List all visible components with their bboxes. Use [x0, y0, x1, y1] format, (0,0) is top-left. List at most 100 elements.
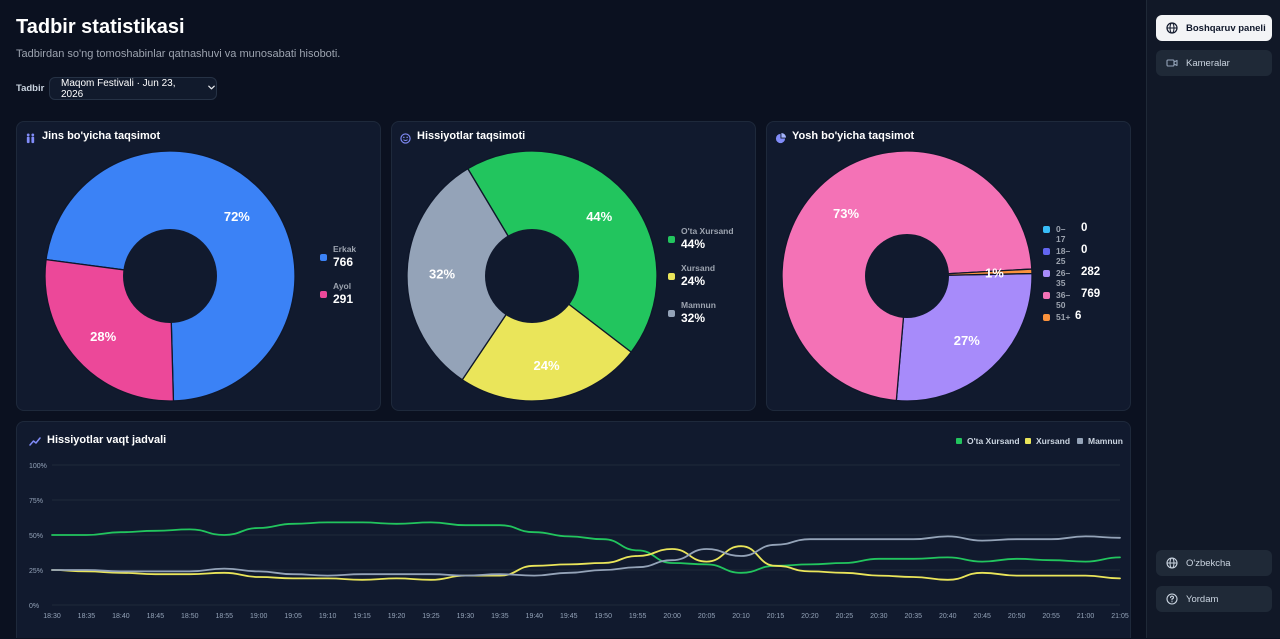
main-content: Tadbir statistikasi Tadbirdan so'ng tomo… [16, 16, 1131, 638]
timeline-card-title: Hissiyotlar vaqt jadvali [47, 434, 167, 446]
x-tick-label: 19:45 [560, 613, 578, 620]
age-card-title: Yosh bo'yicha taqsimot [792, 130, 915, 142]
x-tick-label: 20:05 [698, 613, 716, 620]
legend-swatch [668, 310, 675, 317]
gender-card: Jins bo'yicha taqsimot 72% 28% Erkak 766 Ay… [16, 121, 381, 411]
event-select-value: Maqom Festivali · Jun 23, 2026 [61, 77, 176, 100]
pie-percent-label: 44% [586, 209, 612, 224]
legend-swatch [956, 438, 962, 444]
people-icon [25, 131, 36, 144]
legend-value: 32% [681, 311, 706, 325]
gender-card-title: Jins bo'yicha taqsimot [42, 130, 161, 142]
legend-value: 291 [333, 292, 354, 306]
x-tick-label: 20:10 [732, 613, 750, 620]
help-button[interactable]: Yordam [1156, 586, 1272, 612]
x-tick-label: 20:40 [939, 613, 957, 620]
event-filter-label: Tadbir [16, 83, 45, 94]
series-line-o-ta-xursand [51, 521, 1121, 574]
y-tick-label: 25% [29, 568, 43, 575]
timeline-card: Hissiyotlar vaqt jadvali O'ta Xursand Xur… [16, 421, 1131, 638]
x-tick-label: 18:55 [215, 613, 233, 620]
legend-swatch [668, 273, 675, 280]
legend-swatch [1025, 438, 1031, 444]
pie-percent-label: 28% [90, 329, 116, 344]
help-circle-icon [1166, 593, 1178, 605]
line-legend-item: Mamnun [1077, 436, 1123, 446]
legend-label: 36–50 [1056, 290, 1071, 310]
pie-slice-mamnun [406, 168, 533, 381]
age-pie-chart: 27% 73% 1% [781, 150, 1033, 402]
page-subtitle: Tadbirdan so'ng tomoshabinlar qatnashuvi… [16, 48, 341, 60]
legend-swatch [1043, 270, 1050, 277]
x-tick-label: 19:25 [422, 613, 440, 620]
x-tick-label: 18:40 [112, 613, 130, 620]
x-tick-label: 20:25 [836, 613, 854, 620]
sidebar-item-cameras[interactable]: Kameralar [1156, 50, 1272, 76]
donut-hole [485, 229, 579, 323]
x-tick-label: 19:20 [388, 613, 406, 620]
globe-icon [1166, 22, 1178, 34]
legend-swatch [1043, 314, 1050, 321]
video-camera-icon [1166, 57, 1178, 69]
series-line-xursand [51, 545, 1121, 581]
x-tick-label: 20:30 [870, 613, 888, 620]
sidebar-item-dashboard[interactable]: Boshqaruv paneli [1156, 15, 1272, 41]
legend-swatch [1077, 438, 1083, 444]
y-tick-label: 50% [29, 533, 43, 540]
legend-label: O'ta Xursand [967, 436, 1020, 446]
pie-percent-label: 27% [954, 333, 980, 348]
x-tick-label: 19:00 [250, 613, 268, 620]
legend-label: Mamnun [1088, 436, 1123, 446]
x-tick-label: 19:50 [594, 613, 612, 620]
pie-percent-label: 24% [534, 358, 560, 373]
y-tick-label: 0% [29, 603, 39, 610]
x-tick-label: 18:50 [181, 613, 199, 620]
x-tick-label: 19:35 [491, 613, 509, 620]
line-legend-item: O'ta Xursand [956, 436, 1020, 446]
x-tick-label: 21:05 [1111, 613, 1129, 620]
legend-value: 766 [333, 255, 354, 269]
x-tick-label: 19:55 [629, 613, 647, 620]
globe-icon [1166, 557, 1178, 569]
x-tick-label: 18:45 [147, 613, 165, 620]
emotion-card-title: Hissiyotlar taqsimoti [417, 130, 526, 142]
emotion-pie-chart: 44% 24% 32% [406, 150, 658, 402]
y-tick-label: 75% [29, 498, 43, 505]
legend-label: Xursand [1036, 436, 1071, 446]
pie-percent-label: 1% [985, 266, 1004, 281]
x-tick-label: 19:40 [526, 613, 544, 620]
legend-label: 18–25 [1056, 246, 1071, 266]
legend-label: O'ta Xursand [681, 226, 734, 236]
donut-hole [123, 229, 217, 323]
series-line-mamnun [51, 535, 1121, 577]
legend-value: 0 [1081, 222, 1088, 234]
event-select[interactable]: Maqom Festivali · Jun 23, 2026 [49, 77, 217, 100]
legend-swatch [1043, 248, 1050, 255]
legend-value: 282 [1081, 266, 1101, 278]
x-tick-label: 20:15 [767, 613, 785, 620]
legend-swatch [668, 236, 675, 243]
smile-icon [400, 131, 411, 144]
legend-swatch [1043, 292, 1050, 299]
x-tick-label: 20:20 [801, 613, 819, 620]
age-card: Yosh bo'yicha taqsimot 27% 73% 1% 0–17 0 18–… [766, 121, 1131, 411]
pie-slice-xursand [461, 275, 632, 402]
y-tick-label: 100% [29, 463, 47, 470]
legend-value: 24% [681, 274, 706, 288]
legend-swatch [320, 254, 327, 261]
x-tick-label: 20:35 [905, 613, 923, 620]
donut-hole [865, 234, 949, 318]
x-tick-label: 19:15 [353, 613, 371, 620]
legend-value: 44% [681, 237, 706, 251]
chevron-down-icon [207, 83, 216, 95]
x-tick-label: 20:00 [663, 613, 681, 620]
x-tick-label: 19:05 [284, 613, 302, 620]
language-button[interactable]: O'zbekcha [1156, 550, 1272, 576]
gender-pie-chart: 72% 28% [44, 150, 296, 402]
sidebar: Boshqaruv paneli Kameralar O'zbekcha Yor… [1146, 0, 1280, 638]
legend-label: 0–17 [1056, 224, 1066, 244]
pie-percent-label: 32% [429, 267, 455, 282]
line-legend-item: Xursand [1025, 436, 1070, 446]
x-tick-label: 18:30 [43, 613, 61, 620]
language-label: O'zbekcha [1186, 557, 1231, 569]
